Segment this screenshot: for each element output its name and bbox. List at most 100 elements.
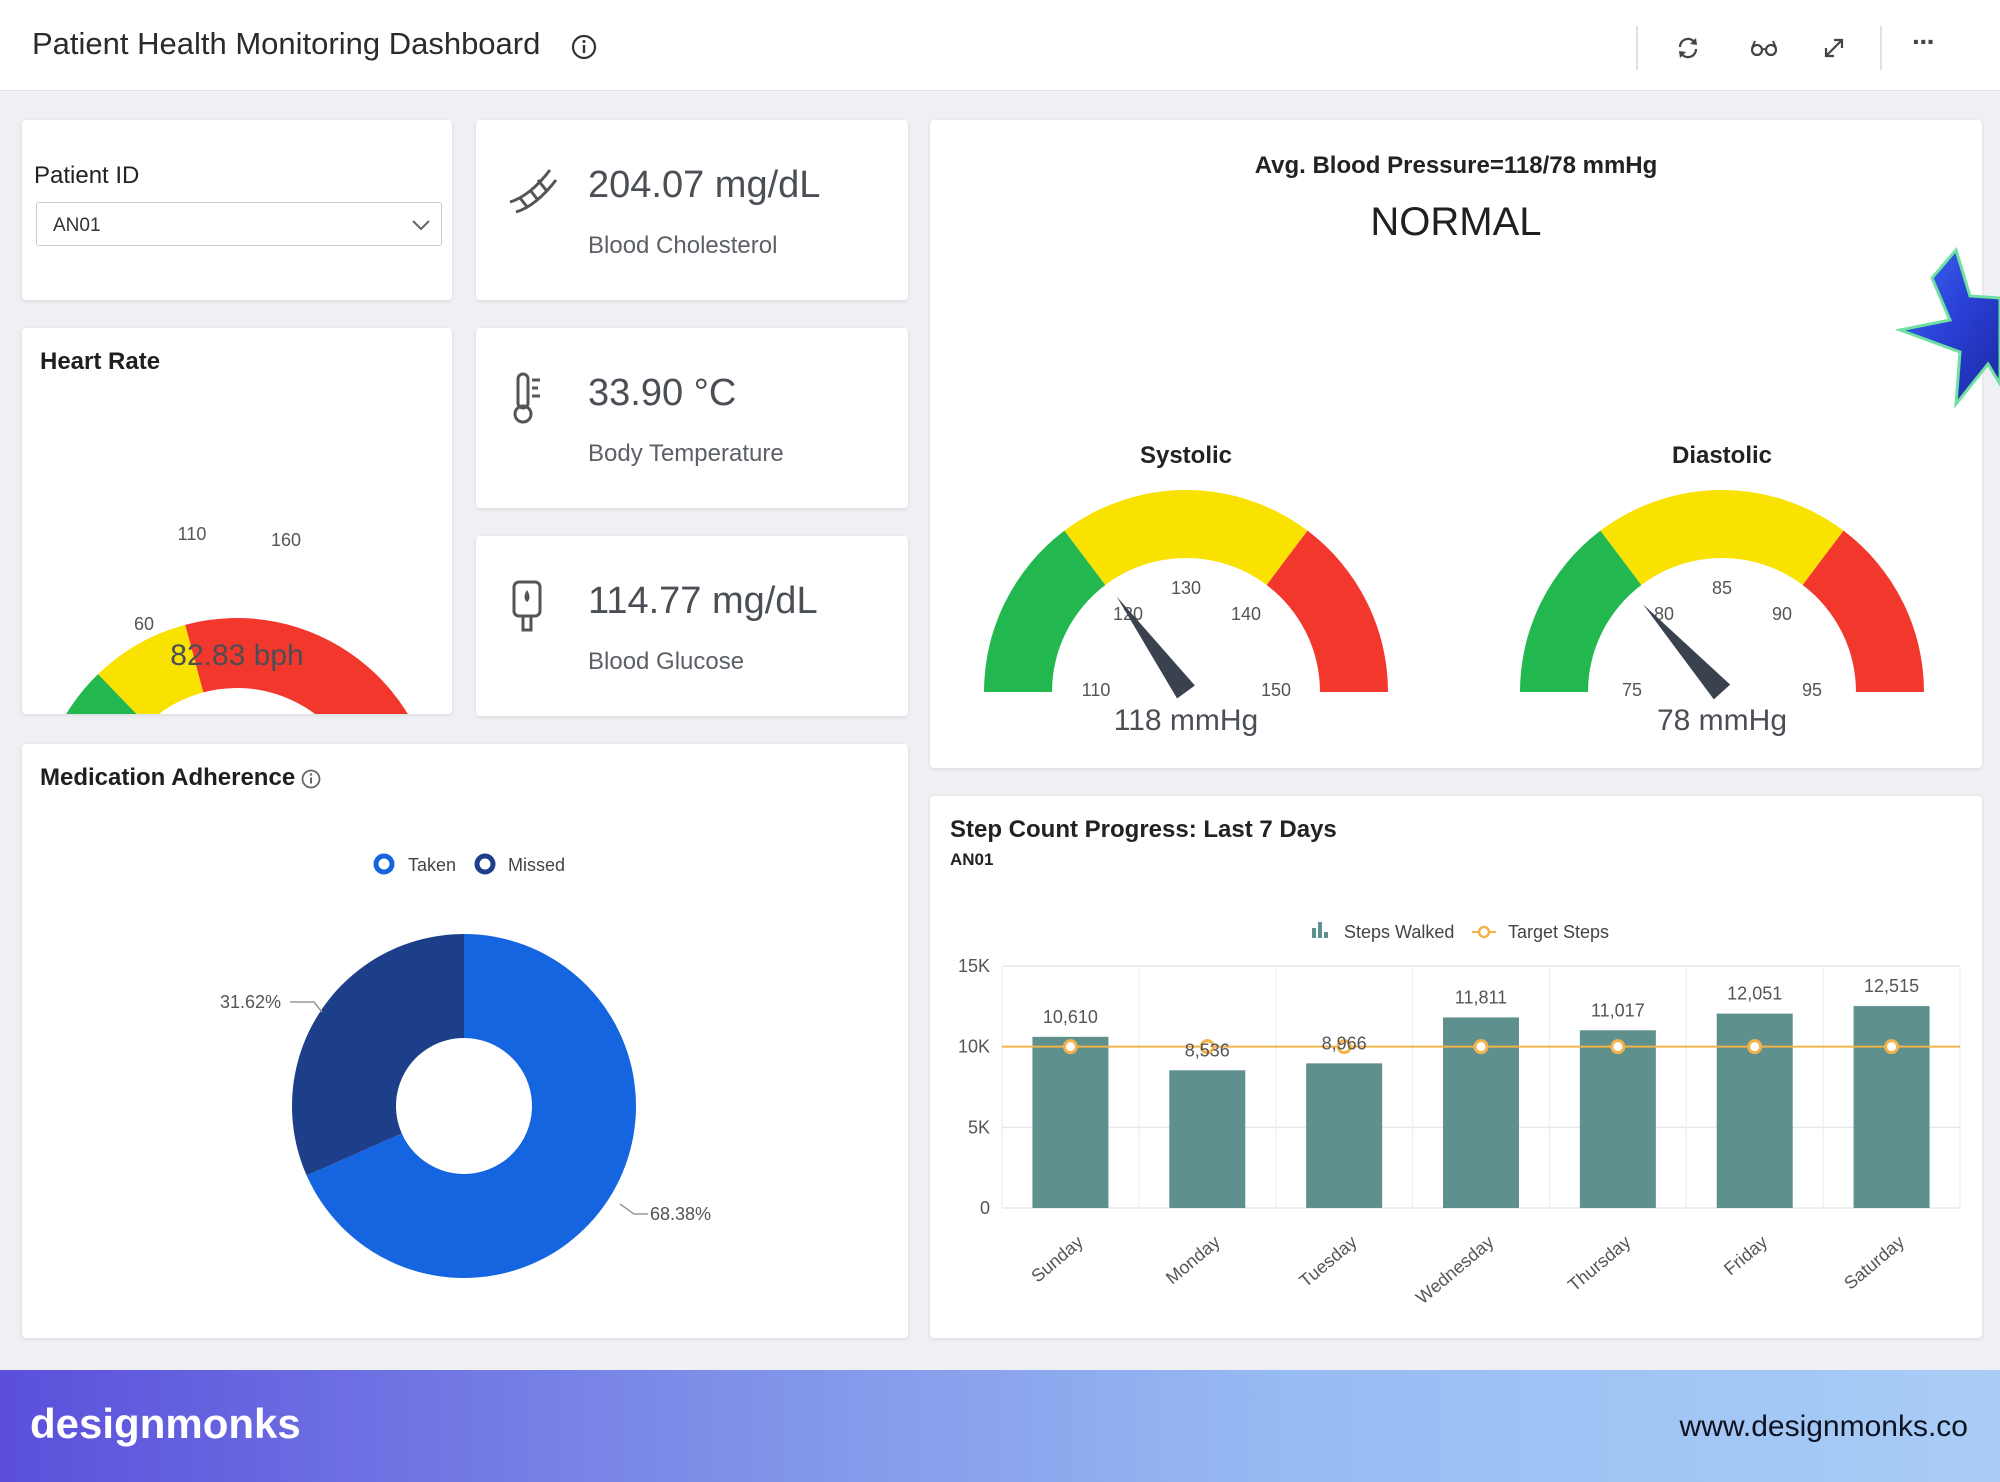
blood-pressure-card: Avg. Blood Pressure=118/78 mmHg NORMAL S…	[930, 120, 1982, 768]
more-icon[interactable]: ···	[1912, 26, 1936, 57]
bar-sunday[interactable]	[1032, 1036, 1109, 1208]
legend-target-steps-label: Target Steps	[1508, 922, 1609, 942]
x-axis-label: Monday	[1162, 1232, 1224, 1288]
legend-item-target-steps[interactable]: Target Steps	[1472, 922, 1609, 942]
gauge-tick-label: 80	[1654, 604, 1674, 624]
refresh-icon[interactable]	[1670, 30, 1706, 66]
thermometer-icon	[513, 372, 540, 424]
patient-id-value: AN01	[53, 215, 101, 236]
cholesterol-card: 204.07 mg/dL Blood Cholesterol	[476, 120, 908, 300]
bar-value-label: 11,811	[1455, 987, 1507, 1007]
taken-percent-label: 68.38%	[650, 1204, 711, 1224]
target-steps-point[interactable]	[1199, 1039, 1215, 1055]
header-divider	[1880, 26, 1882, 70]
gauge-tick-label: 140	[1231, 604, 1261, 624]
target-steps-point[interactable]	[1884, 1039, 1900, 1055]
bar-thursday[interactable]	[1579, 1030, 1656, 1208]
bar-tuesday[interactable]	[1306, 1063, 1383, 1208]
gauge-tick-label: 110	[178, 524, 207, 544]
target-line	[1002, 1039, 1960, 1055]
donut-slice-taken[interactable]	[306, 934, 636, 1278]
y-axis-label: 0	[980, 1198, 990, 1218]
cholesterol-value: 204.07 mg/dL	[588, 164, 821, 206]
gauge-needle	[1643, 604, 1731, 700]
diastolic-value: 78 mmHg	[1657, 704, 1787, 737]
legend-missed-label: Missed	[508, 855, 565, 875]
x-axis-label: Friday	[1720, 1232, 1771, 1279]
x-axis-label: Wednesday	[1412, 1232, 1497, 1308]
label-leader-line	[290, 1001, 323, 1013]
gauge-needle	[1116, 596, 1195, 699]
donut-slice-missed[interactable]	[292, 934, 464, 1176]
legend-item-steps-walked[interactable]: Steps Walked	[1312, 922, 1454, 942]
x-axis-label: Thursday	[1564, 1232, 1634, 1296]
legend-item-taken[interactable]: Taken	[373, 853, 456, 875]
legend-item-missed[interactable]: Missed	[474, 853, 565, 875]
glucose-card: 114.77 mg/dL Blood Glucose	[476, 536, 908, 716]
blood-pressure-status: NORMAL	[1370, 200, 1542, 244]
brand-logo: designmonks	[30, 1400, 301, 1447]
bar-saturday[interactable]	[1853, 1006, 1930, 1208]
target-steps-point[interactable]	[1062, 1039, 1078, 1055]
y-axis-labels: 0 5K 10K 15K	[958, 956, 990, 1218]
heart-rate-value: 82.83 bph	[170, 639, 303, 672]
chevron-down-icon	[412, 220, 430, 231]
bar-value-label: 11,017	[1591, 1000, 1645, 1020]
bar-value-label: 10,610	[1043, 1007, 1098, 1027]
step-count-title: Step Count Progress: Last 7 Days	[950, 816, 1337, 843]
gauge-red-band	[185, 618, 408, 714]
y-axis-label: 10K	[958, 1037, 990, 1057]
patient-id-card: Patient ID AN01	[22, 120, 452, 300]
target-steps-point[interactable]	[1336, 1039, 1352, 1055]
gauge-green-band	[984, 530, 1106, 692]
gauge-tick-label: 130	[1171, 578, 1201, 598]
medication-title: Medication Adherence	[40, 764, 296, 791]
page-title: Patient Health Monitoring Dashboard	[32, 26, 541, 61]
temperature-label: Body Temperature	[588, 440, 784, 467]
line-marker-icon	[1472, 925, 1496, 939]
gauge-tick-label: 60	[134, 614, 154, 634]
systolic-gauge: 110 120 130 140 150 118 mmHg	[984, 490, 1388, 737]
y-axis-label: 15K	[958, 956, 990, 976]
gauge-tick-label: 90	[1772, 604, 1792, 624]
step-count-card: Step Count Progress: Last 7 Days AN01 St…	[930, 796, 1982, 1338]
gauge-yellow-band	[98, 624, 204, 714]
temperature-value: 33.90 °C	[588, 372, 737, 414]
gauge-red-band	[1266, 530, 1388, 692]
footer-banner: designmonks www.designmonks.co	[0, 1370, 2000, 1482]
gauge-yellow-band	[1064, 490, 1308, 585]
info-icon[interactable]	[570, 33, 598, 61]
gauge-tick-label: 110	[1082, 680, 1111, 700]
x-axis-label: Saturday	[1840, 1232, 1908, 1294]
header-divider	[1636, 26, 1638, 70]
bar-chart-icon	[1312, 922, 1328, 938]
legend-missed-icon	[474, 853, 496, 875]
website-link[interactable]: www.designmonks.co	[1679, 1410, 1968, 1443]
step-count-subtitle: AN01	[950, 850, 994, 869]
patient-id-select[interactable]: AN01	[36, 202, 442, 246]
diastolic-gauge: 75 80 85 90 95 78 mmHg	[1520, 489, 1924, 737]
gauge-green-band	[1520, 530, 1642, 692]
blood-pressure-title: Avg. Blood Pressure=118/78 mmHg	[1254, 152, 1658, 179]
gauge-red-band	[1802, 530, 1924, 692]
systolic-label: Systolic	[1139, 442, 1233, 469]
medication-donut-chart: Taken Missed 31.62% 68.38%	[220, 853, 711, 1278]
target-steps-point[interactable]	[1747, 1039, 1763, 1055]
patient-id-label: Patient ID	[34, 162, 140, 189]
step-count-chart: Steps Walked Target Steps 10,610 8,536 8,9…	[958, 922, 1961, 1308]
target-steps-point[interactable]	[1473, 1039, 1489, 1055]
x-axis-label: Tuesday	[1295, 1232, 1360, 1291]
glucose-value: 114.77 mg/dL	[588, 580, 818, 622]
target-steps-point[interactable]	[1610, 1039, 1626, 1055]
systolic-value: 118 mmHg	[1114, 704, 1259, 737]
gauge-green-band	[66, 674, 137, 714]
bar-monday[interactable]	[1169, 1070, 1246, 1208]
bar-value-label: 8,966	[1322, 1033, 1367, 1053]
expand-icon[interactable]	[1816, 30, 1852, 66]
glasses-icon[interactable]	[1746, 30, 1782, 66]
x-axis-labels: Sunday Monday Tuesday Wednesday Thursday Frid…	[1027, 1232, 1908, 1308]
gauge-tick-label: 85	[1712, 578, 1732, 598]
heart-rate-gauge: 60 110 160 82.83 bph	[66, 524, 408, 714]
info-icon[interactable]	[300, 768, 322, 790]
bar-value-label: 12,051	[1727, 984, 1782, 1004]
